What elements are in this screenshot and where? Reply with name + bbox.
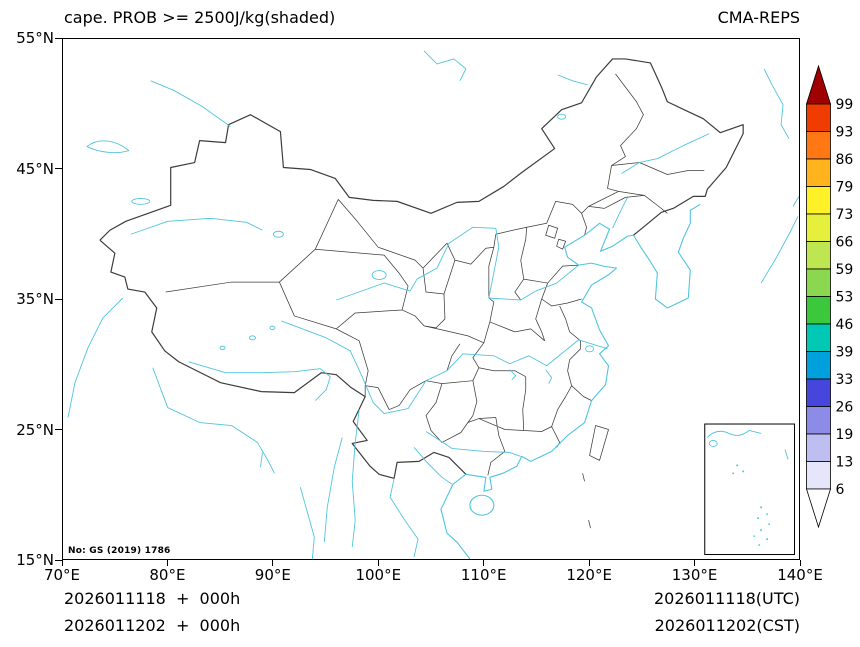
colorbar-tick-label: 6 (836, 482, 845, 498)
y-axis-label: 25°N (16, 420, 54, 439)
rivers (67, 50, 799, 559)
y-axis-tick (55, 429, 62, 430)
y-axis-tick (55, 559, 62, 561)
x-axis-tick (588, 560, 590, 566)
colorbar-tick-label: 46 (836, 317, 854, 333)
x-axis-label: 80°E (149, 566, 186, 584)
colorbar-tick-label: 79 (836, 180, 854, 196)
x-axis-tick (694, 560, 696, 566)
x-axis-label: 70°E (43, 566, 81, 584)
x-axis-label: 140°E (777, 566, 823, 584)
y-axis-tick (55, 168, 62, 169)
colorbar-tick-label: 59 (836, 262, 854, 278)
x-axis: 70°E 80°E 90°E 100°E 110°E 120°E 130°E 140°E (0, 560, 860, 590)
y-axis-tick (55, 298, 62, 300)
x-axis-tick (483, 560, 485, 566)
y-axis-label: 35°N (16, 290, 54, 308)
x-axis-label: 130°E (671, 566, 718, 584)
x-axis-label: 110°E (460, 566, 507, 584)
map-license-note: No: GS (2019) 1786 (68, 546, 171, 556)
national-border (99, 58, 744, 479)
colorbar-tick-label: 99 (836, 97, 854, 113)
colorbar-tick-label: 53 (836, 290, 854, 306)
south-china-sea-inset (704, 423, 796, 556)
x-axis-tick (61, 560, 63, 566)
colorbar-tick-label: 33 (836, 372, 854, 388)
colorbar-tick-label: 39 (836, 345, 854, 361)
x-axis-tick (799, 560, 801, 566)
map-frame: No: GS (2019) 1786 (62, 38, 800, 560)
x-axis-tick (377, 560, 379, 566)
coastlines (440, 203, 701, 559)
lakes (86, 113, 595, 384)
model-name-label: CMA-REPS (717, 8, 800, 27)
province-borders (165, 73, 705, 529)
y-axis: 55°N 45°N 35°N 25°N 15°N (0, 0, 62, 647)
y-axis-label: 55°N (16, 29, 54, 47)
valid-time-cst-label: 2026011202(CST) (654, 616, 800, 635)
footer-right: 2026011118(UTC) 2026011202(CST) (654, 585, 800, 639)
colorbar-tick-label: 19 (836, 427, 854, 443)
init-time-cst-line: 2026011202 + 000h (64, 616, 241, 635)
colorbar-tick-label: 93 (836, 125, 854, 141)
colorbar-tick-label: 86 (836, 152, 854, 168)
hainan-island (469, 494, 495, 516)
footer-left: 2026011118 + 000h 2026011202 + 000h (64, 585, 240, 639)
y-axis-tick (55, 37, 62, 39)
colorbar-tick-label: 26 (836, 400, 854, 416)
x-axis-tick (272, 560, 274, 566)
colorbar-tick-label: 66 (836, 235, 854, 251)
colorbar-tick-label: 13 (836, 455, 854, 471)
colorbar-scale: 99 93 86 79 73 66 59 53 46 39 33 26 19 13 6 (805, 64, 854, 529)
y-axis-label: 45°N (16, 159, 54, 178)
x-axis-label: 120°E (566, 566, 612, 584)
init-time-utc-line: 2026011118 + 000h (64, 589, 241, 608)
colorbar-tick-label: 73 (836, 207, 854, 223)
y-axis-label: 15°N (16, 551, 54, 569)
chart-title: cape. PROB >= 2500J/kg(shaded) (64, 8, 336, 27)
china-map-canvas (67, 50, 799, 559)
x-axis-label: 100°E (355, 566, 402, 584)
colorbar: 99 93 86 79 73 66 59 53 46 39 33 26 19 13 6 (805, 58, 860, 536)
x-axis-tick (166, 560, 168, 566)
x-axis-label: 90°E (254, 566, 291, 584)
valid-time-utc-label: 2026011118(UTC) (654, 589, 800, 608)
